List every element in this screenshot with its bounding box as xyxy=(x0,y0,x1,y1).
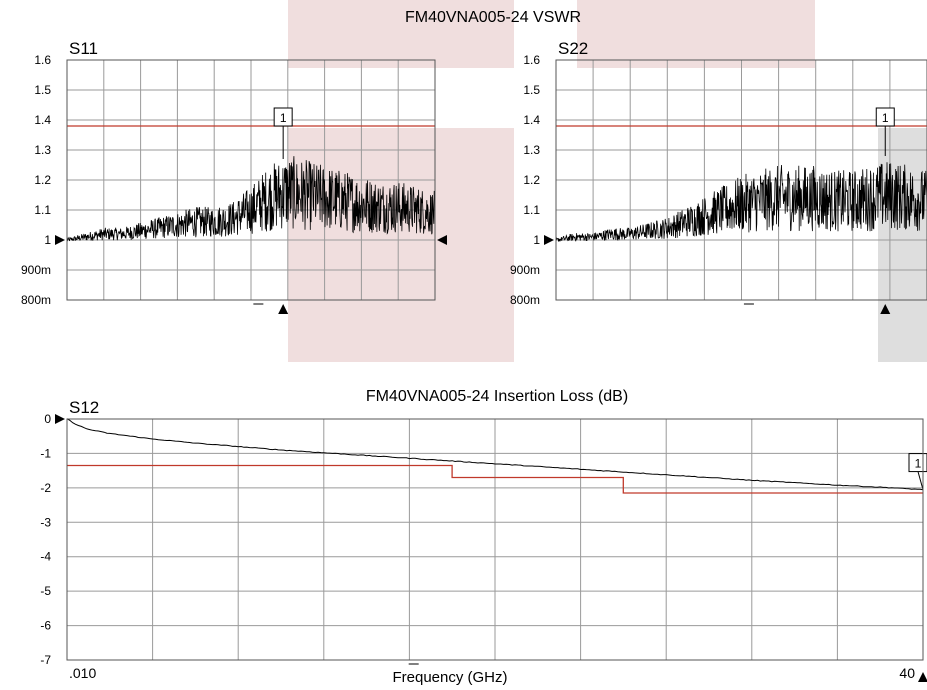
plot-frame xyxy=(66,418,924,661)
reference-level-arrow xyxy=(55,414,65,424)
highlight-band-s11 xyxy=(288,128,514,362)
y-tick-label: -5 xyxy=(40,584,51,598)
marker-triangle xyxy=(918,672,927,682)
y-tick-label: 1.6 xyxy=(34,53,51,67)
plot-frame xyxy=(66,59,436,301)
limit-step-line xyxy=(67,464,923,494)
s11-title: S11 xyxy=(69,39,98,58)
y-tick-label: 1.5 xyxy=(34,83,51,97)
s12-title: S12 xyxy=(69,398,99,417)
s22-chart: S22 1.6 1.5 1.4 1.3 1.2 1.1 1 900m 800m 1 xyxy=(510,39,927,314)
highlight-band-title xyxy=(288,0,514,68)
vswr-title: FM40VNA005-24 VSWR xyxy=(405,9,581,26)
x-tick-label: .010 xyxy=(69,665,96,681)
marker-label: 1 xyxy=(915,457,922,471)
s22-title: S22 xyxy=(558,39,588,58)
y-tick-label: 900m xyxy=(510,263,540,277)
y-tick-label: 800m xyxy=(21,293,51,307)
y-tick-label: 900m xyxy=(21,263,51,277)
y-tick-label: -7 xyxy=(40,653,51,667)
marker-triangle xyxy=(880,304,891,314)
y-tick-label: 1 xyxy=(44,233,51,247)
y-tick-label: 1 xyxy=(533,233,540,247)
y-tick-label: 1.1 xyxy=(34,203,51,217)
y-tick-label: -6 xyxy=(40,619,51,633)
y-tick-label: 1.3 xyxy=(34,143,51,157)
s12-chart: S12 0 -1 -2 -3 -4 -5 -6 -7 1 .010 40 xyxy=(40,398,927,682)
s22-trace xyxy=(555,162,927,242)
y-tick-label: 0 xyxy=(44,412,51,426)
marker-label: 1 xyxy=(882,111,889,125)
insertion-loss-title: FM40VNA005-24 Insertion Loss (dB) xyxy=(366,388,628,405)
y-tick-label: -2 xyxy=(40,481,51,495)
s12-trace xyxy=(66,418,924,491)
y-tick-label: -4 xyxy=(40,550,51,564)
y-tick-label: 800m xyxy=(510,293,540,307)
plot-frame xyxy=(555,59,927,301)
highlight-band-s22 xyxy=(878,128,927,362)
y-tick-label: 1.5 xyxy=(523,83,540,97)
y-tick-label: -1 xyxy=(40,446,51,460)
marker-label: 1 xyxy=(280,111,287,125)
reference-level-arrow xyxy=(544,235,554,245)
x-axis-label: Frequency (GHz) xyxy=(392,669,507,686)
reference-level-arrow-right xyxy=(437,235,447,245)
marker-leader-line xyxy=(917,471,924,490)
y-tick-label: 1.2 xyxy=(34,173,51,187)
y-tick-label: 1.2 xyxy=(523,173,540,187)
y-tick-label: 1.3 xyxy=(523,143,540,157)
y-tick-label: 1.6 xyxy=(523,53,540,67)
s11-chart: S11 1.6 1.5 1.4 1.3 1.2 1.1 1 900m 800m 1 xyxy=(21,39,447,314)
s11-trace xyxy=(66,156,436,243)
y-tick-label: 1.4 xyxy=(34,113,51,127)
y-tick-label: 1.1 xyxy=(523,203,540,217)
marker-box xyxy=(273,107,293,127)
y-tick-label: 1.4 xyxy=(523,113,540,127)
marker-box xyxy=(875,107,895,127)
highlight-band-title-right xyxy=(577,0,815,68)
y-tick-label: -3 xyxy=(40,515,51,529)
marker-triangle xyxy=(278,304,289,314)
reference-level-arrow xyxy=(55,235,65,245)
x-tick-label: 40 xyxy=(899,665,915,681)
